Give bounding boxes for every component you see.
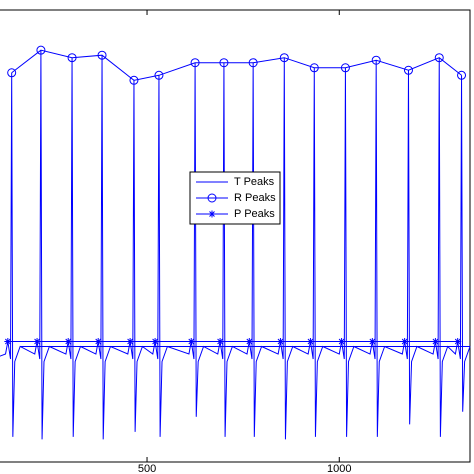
x-tick-label: 500 <box>138 463 156 474</box>
p-peak-marker <box>431 337 439 345</box>
r-peak-marker <box>371 55 381 65</box>
r-peak-marker <box>7 68 17 78</box>
r-peak-marker <box>434 53 444 63</box>
p-peak-marker <box>276 337 284 345</box>
r-peak-marker <box>154 70 164 80</box>
legend-box <box>189 171 281 225</box>
p-peak-marker <box>245 337 253 345</box>
r-peak-marker <box>340 63 350 73</box>
legend-label: P Peaks <box>234 208 275 220</box>
r-peak-marker <box>279 53 289 63</box>
p-peak-marker <box>338 337 346 345</box>
legend-marker <box>208 210 216 218</box>
p-peak-marker <box>33 337 41 345</box>
p-peak-marker <box>454 337 462 345</box>
legend-label: T Peaks <box>234 176 275 188</box>
r-peak-marker <box>309 63 319 73</box>
r-peak-marker <box>190 58 200 68</box>
p-peak-marker <box>368 337 376 345</box>
r-peak-marker <box>129 75 139 85</box>
p-peak-marker <box>306 337 314 345</box>
p-peak-marker <box>64 337 72 345</box>
r-peak-marker <box>248 58 258 68</box>
p-peak-marker <box>126 337 134 345</box>
p-peak-marker <box>216 337 224 345</box>
r-peak-marker <box>67 53 77 63</box>
p-peak-marker <box>187 337 195 345</box>
p-peak-marker <box>4 337 12 345</box>
r-peak-marker <box>403 65 413 75</box>
r-peak-marker <box>457 70 467 80</box>
p-peak-marker <box>94 337 102 345</box>
plot-frame <box>0 9 471 463</box>
series-line <box>11 49 462 81</box>
r-peak-marker <box>36 45 46 55</box>
r-peak-marker <box>97 50 107 60</box>
r-peak-marker <box>219 58 229 68</box>
legend-marker <box>207 193 217 203</box>
legend-label: R Peaks <box>234 192 276 204</box>
p-peak-marker <box>151 337 159 345</box>
x-tick-label: 1000 <box>327 463 351 474</box>
p-peak-marker <box>401 337 409 345</box>
series-line <box>0 50 471 440</box>
